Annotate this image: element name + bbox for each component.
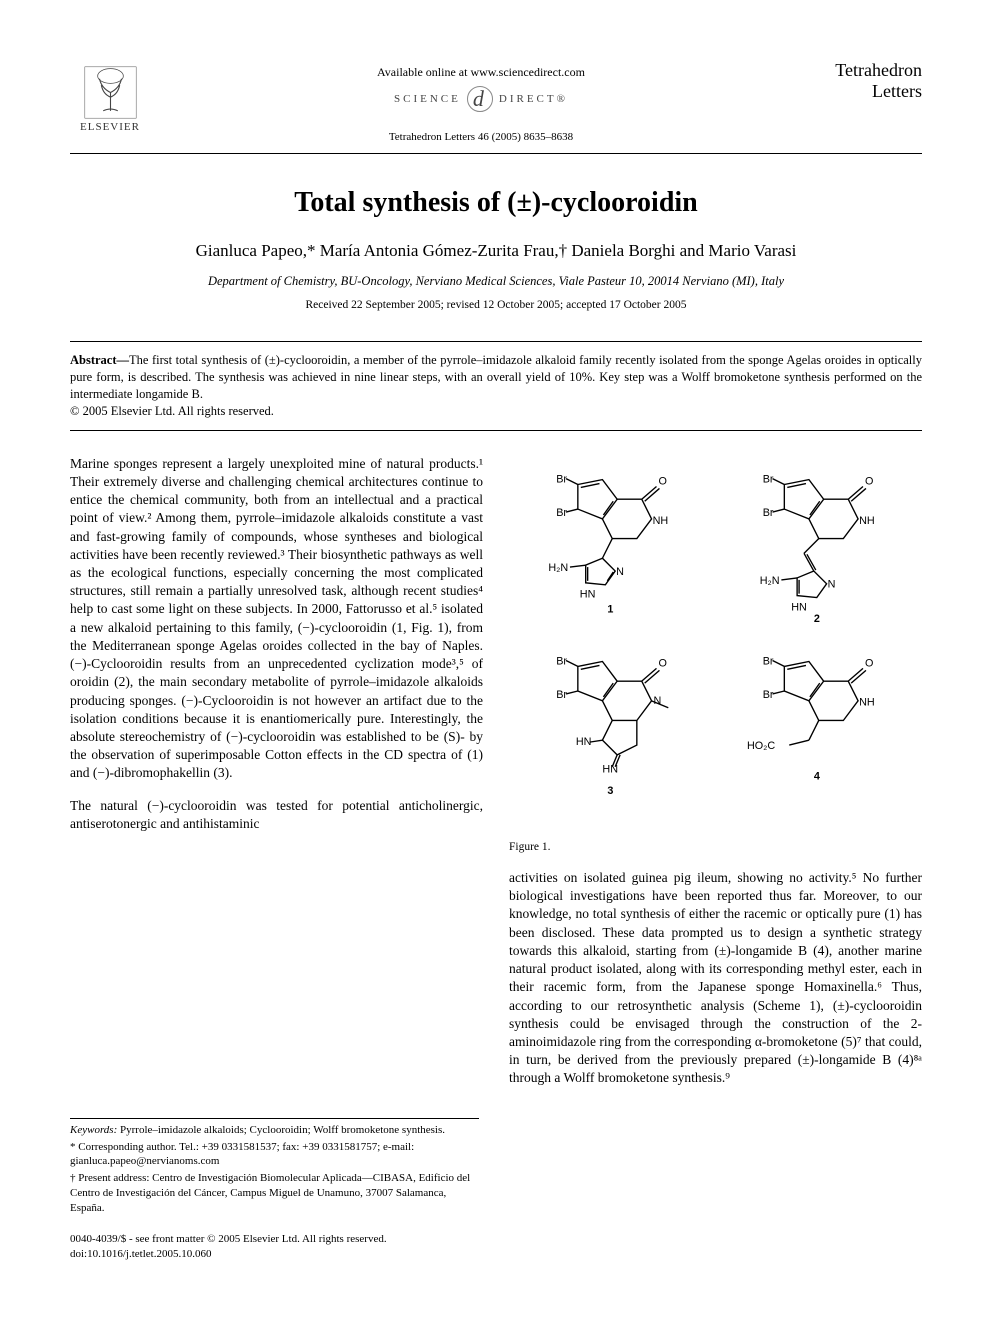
header-rule [70,153,922,154]
atom-label: O [658,475,666,487]
author-list: Gianluca Papeo,* María Antonia Gómez-Zur… [70,240,922,263]
molecule-2: Br Br O NH [760,473,875,625]
body-paragraph-1: Marine sponges represent a largely unexp… [70,455,483,783]
atom-label: NH [859,514,875,526]
figure-1-caption: Figure 1. [509,840,922,856]
page-footer: 0040-4039/$ - see front matter © 2005 El… [70,1232,922,1262]
abstract-block: Abstract—The first total synthesis of (±… [70,342,922,430]
journal-name-line2: Letters [812,81,922,102]
atom-label: O [865,475,873,487]
atom-label: Br [763,507,774,519]
abstract-bottom-rule [70,430,922,431]
sd-text-right: DIRECT® [499,92,568,107]
atom-label: Br [763,689,774,701]
atom-label: HN [576,736,592,748]
body-paragraph-2: The natural (−)-cyclooroidin was tested … [70,797,483,833]
present-address: † Present address: Centro de Investigaci… [70,1171,479,1216]
body-paragraph-3: activities on isolated guinea pig ileum,… [509,869,922,1088]
atom-label: HN [580,588,596,600]
right-column: Br Br O NH [509,455,922,1102]
molecule-4: Br Br O NH HO₂C 4 [747,655,875,782]
available-online-text: Available online at www.sciencedirect.co… [150,64,812,80]
atom-label: N [616,566,624,578]
elsevier-tree-icon [83,65,138,120]
publisher-logo: ELSEVIER [70,60,150,140]
journal-header: ELSEVIER Available online at www.science… [70,60,922,145]
corresponding-author: * Corresponding author. Tel.: +39 033158… [70,1140,479,1170]
article-title: Total synthesis of (±)-cyclooroidin [70,184,922,222]
molecule-label-4: 4 [814,770,820,782]
atom-label: HO₂C [747,740,775,752]
atom-label: Br [763,473,774,485]
atom-label: NH [859,696,875,708]
atom-label: H₂N [760,574,780,586]
body-columns: Marine sponges represent a largely unexp… [70,455,922,1102]
atom-label: HN [791,601,807,613]
sd-d-icon: d [467,86,493,112]
atom-label: Br [763,655,774,667]
atom-label: Br [556,655,567,667]
atom-label: O [865,657,873,669]
atom-label: N [828,578,836,590]
atom-label: Br [556,473,567,485]
atom-label: Br [556,689,567,701]
molecule-3: Br Br O N HN [556,655,668,797]
keywords-line: Keywords: Pyrrole–imidazole alkaloids; C… [70,1123,479,1138]
journal-reference: Tetrahedron Letters 46 (2005) 8635–8638 [150,130,812,145]
abstract-text: The first total synthesis of (±)-cycloor… [70,353,922,401]
abstract-label: Abstract— [70,353,129,367]
atom-label: H₂N [548,562,568,574]
abstract-copyright: © 2005 Elsevier Ltd. All rights reserved… [70,404,274,418]
footnotes-block: Keywords: Pyrrole–imidazole alkaloids; C… [70,1118,479,1216]
affiliation: Department of Chemistry, BU-Oncology, Ne… [70,273,922,290]
keywords-text: Pyrrole–imidazole alkaloids; Cyclooroidi… [117,1124,445,1136]
atom-label: Br [556,507,567,519]
figure-1-svg: Br Br O NH [509,455,922,829]
footer-doi: doi:10.1016/j.tetlet.2005.10.060 [70,1247,387,1262]
sciencedirect-logo: SCIENCE d DIRECT® [394,86,568,112]
header-center: Available online at www.sciencedirect.co… [150,60,812,145]
figure-1: Br Br O NH [509,455,922,834]
atom-label: NH [653,514,669,526]
footer-copyright: 0040-4039/$ - see front matter © 2005 El… [70,1232,387,1247]
molecule-label-3: 3 [607,785,613,797]
left-column: Marine sponges represent a largely unexp… [70,455,483,1102]
keywords-label: Keywords: [70,1124,117,1136]
molecule-label-2: 2 [814,613,820,625]
sd-text-left: SCIENCE [394,92,461,107]
molecule-label-1: 1 [607,603,613,615]
molecule-1: Br Br O NH [548,473,668,615]
article-dates: Received 22 September 2005; revised 12 O… [70,298,922,314]
publisher-name: ELSEVIER [80,120,140,135]
atom-label: O [658,657,666,669]
footer-left: 0040-4039/$ - see front matter © 2005 El… [70,1232,387,1262]
journal-title-block: Tetrahedron Letters [812,60,922,101]
journal-name-line1: Tetrahedron [812,60,922,81]
